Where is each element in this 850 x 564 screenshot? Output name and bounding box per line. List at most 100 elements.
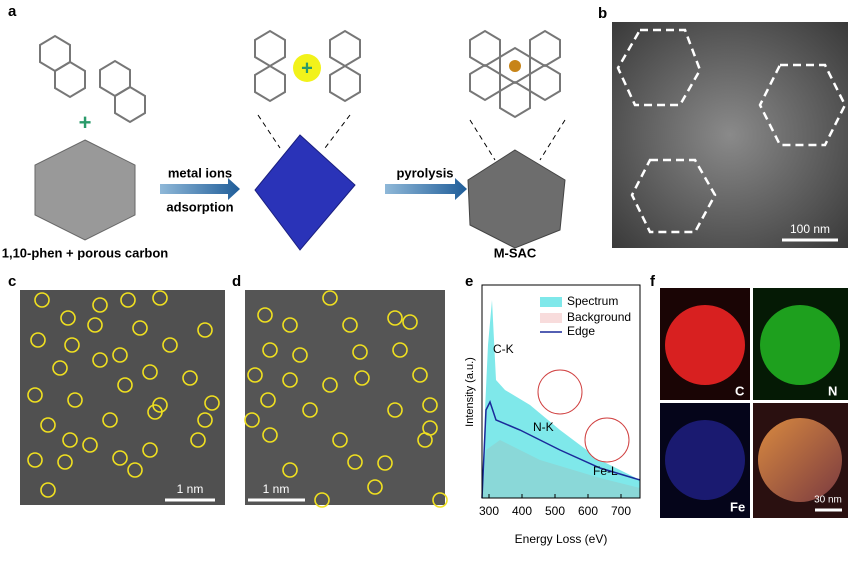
legend-label: Spectrum (567, 294, 618, 308)
molecule (39, 29, 561, 124)
edge-label: Fe-L (593, 464, 618, 478)
atom-marker (30, 332, 46, 348)
msac-cube (467, 149, 566, 249)
arrow (160, 178, 240, 200)
panel-label: f (650, 273, 656, 290)
atom-marker (292, 347, 308, 363)
atom-marker (127, 462, 143, 478)
atom-marker (102, 412, 118, 428)
panel-label: a (8, 3, 17, 20)
arrow (385, 178, 467, 200)
atom-marker (40, 482, 56, 498)
scale-label: 100 nm (790, 222, 830, 236)
atom-marker (190, 432, 206, 448)
panel-label: c (8, 273, 16, 290)
atom-marker (302, 402, 318, 418)
panel-label: b (598, 5, 607, 22)
legend-label: Background (567, 310, 631, 324)
atom-marker (260, 392, 276, 408)
atom-marker (57, 454, 73, 470)
caption: M-SAC (494, 245, 537, 260)
atom-marker (417, 432, 433, 448)
step-label: adsorption (166, 199, 233, 214)
x-tick-label: 600 (578, 504, 598, 518)
atom-marker (422, 397, 438, 413)
atom-marker (377, 455, 393, 471)
step-label: pyrolysis (396, 165, 453, 180)
atom-marker (152, 290, 168, 306)
metal-atom (509, 60, 521, 72)
atom-marker (367, 479, 383, 495)
y-axis-label: Intensity (a.u.) (464, 357, 476, 427)
atom-marker (347, 454, 363, 470)
haadf-image (20, 290, 225, 505)
inset (584, 417, 630, 463)
atom-marker (52, 360, 68, 376)
x-tick-label: 300 (479, 504, 499, 518)
atom-marker (282, 372, 298, 388)
atom-marker (82, 437, 98, 453)
legend-swatch (540, 313, 562, 323)
atom-marker (27, 452, 43, 468)
atom-marker (142, 364, 158, 380)
panel-label: e (465, 273, 473, 290)
atom-marker (117, 377, 133, 393)
hexagons (616, 28, 847, 234)
element-label: Fe (730, 499, 745, 514)
map-signal (665, 420, 745, 500)
atom-marker (387, 310, 403, 326)
carbon-cube (34, 139, 136, 241)
edge-label: C-K (493, 342, 514, 356)
x-tick-label: 700 (611, 504, 631, 518)
scale-label: 1 nm (263, 482, 290, 496)
atom-marker (147, 404, 163, 420)
atom-marker (92, 352, 108, 368)
caption: 1,10-phen + porous carbon (2, 245, 169, 260)
metal-cube (254, 134, 356, 251)
atom-marker (257, 307, 273, 323)
atom-markers (27, 290, 448, 508)
atom-marker (412, 367, 428, 383)
haadf-image (245, 290, 445, 505)
atom-marker (120, 292, 136, 308)
atom-marker (282, 462, 298, 478)
legend-swatch (540, 297, 562, 307)
atom-marker (142, 442, 158, 458)
atom-marker (60, 310, 76, 326)
element-label: C (735, 383, 745, 398)
atom-marker (282, 317, 298, 333)
atom-marker (87, 317, 103, 333)
guide (324, 114, 351, 149)
plot-frame (481, 284, 641, 499)
guide (469, 119, 496, 161)
x-tick-label: 400 (512, 504, 532, 518)
scale-label: 30 nm (814, 495, 842, 506)
atom-marker (392, 342, 408, 358)
atom-marker (112, 347, 128, 363)
map-signal (665, 305, 745, 385)
atom-marker (402, 314, 418, 330)
atom-marker (354, 370, 370, 386)
sem-image (612, 22, 848, 248)
atom-marker (322, 377, 338, 393)
atom-marker (262, 342, 278, 358)
atom-marker (197, 322, 213, 338)
atom-marker (27, 387, 43, 403)
atom-marker (92, 297, 108, 313)
atom-marker (34, 292, 50, 308)
atom-marker (432, 492, 448, 508)
atom-marker (67, 392, 83, 408)
spectrum (482, 300, 640, 498)
atom-marker (162, 337, 178, 353)
atom-marker (352, 344, 368, 360)
scale-label: 1 nm (177, 482, 204, 496)
atom-marker (244, 412, 260, 428)
legend-label: Edge (567, 324, 595, 338)
plus: + (301, 57, 313, 79)
atom-marker (332, 432, 348, 448)
atom-marker (387, 402, 403, 418)
atom-marker (197, 412, 213, 428)
atom-marker (64, 337, 80, 353)
atom-marker (62, 432, 78, 448)
